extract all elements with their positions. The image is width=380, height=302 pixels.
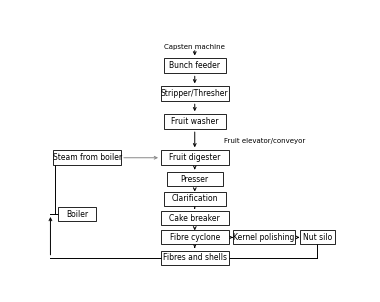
Text: Fruit elevator/conveyor: Fruit elevator/conveyor: [224, 138, 306, 144]
Text: Cake breaker: Cake breaker: [169, 214, 220, 223]
Text: Capsten machine: Capsten machine: [164, 44, 225, 50]
FancyBboxPatch shape: [161, 251, 229, 265]
Text: Boiler: Boiler: [66, 210, 88, 219]
FancyBboxPatch shape: [161, 150, 229, 165]
FancyBboxPatch shape: [161, 211, 229, 225]
FancyBboxPatch shape: [58, 207, 96, 221]
Text: Fibre cyclone: Fibre cyclone: [169, 233, 220, 242]
FancyBboxPatch shape: [164, 191, 226, 206]
FancyBboxPatch shape: [164, 58, 226, 73]
FancyBboxPatch shape: [161, 230, 229, 244]
Text: Fruit digester: Fruit digester: [169, 153, 220, 162]
Text: Fibres and shells: Fibres and shells: [163, 253, 227, 262]
FancyBboxPatch shape: [299, 230, 335, 244]
Text: Kernel polishing: Kernel polishing: [233, 233, 294, 242]
Text: Clarification: Clarification: [171, 194, 218, 203]
FancyBboxPatch shape: [233, 230, 295, 244]
FancyBboxPatch shape: [164, 114, 226, 129]
FancyBboxPatch shape: [53, 150, 121, 165]
FancyBboxPatch shape: [167, 172, 223, 186]
Text: Nut silo: Nut silo: [302, 233, 332, 242]
Text: Stripper/Thresher: Stripper/Thresher: [161, 89, 228, 98]
Text: Presser: Presser: [180, 175, 209, 184]
Text: Fruit washer: Fruit washer: [171, 117, 218, 126]
Text: Steam from boiler: Steam from boiler: [53, 153, 122, 162]
Text: Bunch feeder: Bunch feeder: [169, 61, 220, 70]
FancyBboxPatch shape: [161, 86, 229, 101]
